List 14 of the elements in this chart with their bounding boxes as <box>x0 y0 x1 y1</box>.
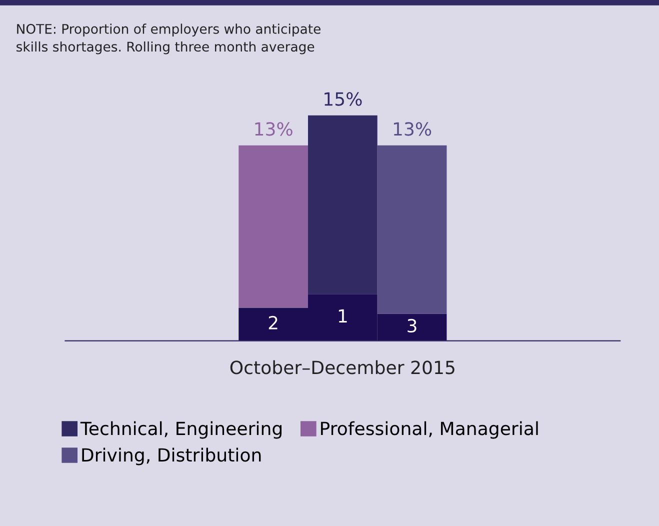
legend-label: Technical, Engineering <box>80 421 282 439</box>
text: NOTE: Proportion of employers who anticipate skills shortages. Rolling three month average <box>16 24 320 54</box>
annotation: 2 <box>268 316 278 330</box>
x-axis-title: October–December 2015 <box>230 360 454 374</box>
bar <box>377 145 447 314</box>
text: 15% <box>324 92 362 106</box>
legend-label: Driving, Distribution <box>82 448 261 466</box>
bar <box>238 145 308 308</box>
annotation: 3 <box>408 318 416 333</box>
annotation: 1 <box>338 309 347 322</box>
annotation: 13% <box>394 122 432 136</box>
annotation: 13% <box>255 122 292 136</box>
bar <box>308 115 378 294</box>
legend-label: Professional, Managerial <box>321 421 538 439</box>
